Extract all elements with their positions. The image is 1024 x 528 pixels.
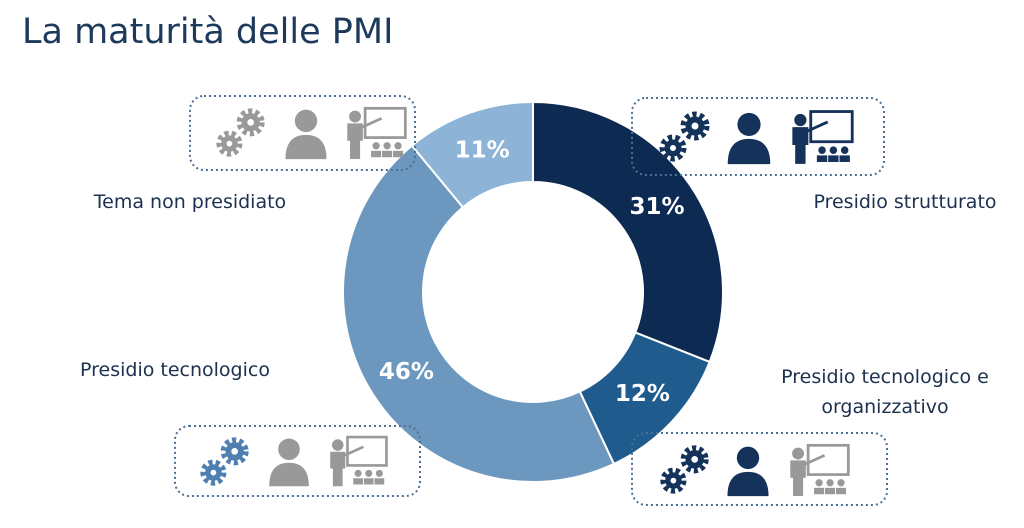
category-label: Tema non presidiato (93, 191, 287, 213)
gears-icon (663, 115, 706, 158)
donut: 31% 12% 46% 11% (342, 100, 724, 483)
icon-box (174, 425, 421, 497)
person-icon (727, 446, 769, 497)
value-label: 12% (615, 381, 670, 407)
person-icon (269, 438, 309, 487)
donut-slice (410, 100, 534, 209)
value-label: 46% (379, 359, 434, 385)
gears-icon (220, 112, 262, 154)
teacher-icon (791, 110, 854, 165)
gears-icon (664, 449, 706, 491)
person-icon (727, 112, 771, 165)
teacher-icon (346, 106, 407, 161)
chart-title: La maturità delle PMI (22, 12, 394, 52)
category-label: Presidio tecnologico (80, 359, 270, 381)
value-label: 11% (455, 137, 510, 163)
person-icon (285, 109, 327, 160)
gears-icon (204, 441, 246, 483)
icon-box (631, 97, 885, 176)
teacher-icon (789, 443, 850, 498)
value-label: 31% (630, 194, 685, 220)
donut-slice (342, 144, 616, 483)
icon-box (631, 432, 888, 506)
teacher-icon (329, 435, 388, 488)
donut-slice (532, 100, 724, 364)
category-label: Presidio strutturato (813, 191, 997, 213)
icon-box (189, 95, 416, 171)
category-label: Presidio tecnologico e organizzativo (781, 366, 989, 418)
